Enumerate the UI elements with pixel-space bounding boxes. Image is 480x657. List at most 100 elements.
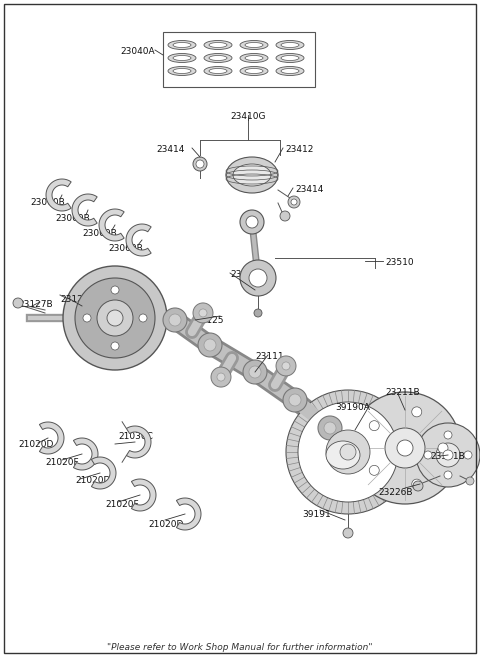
- Circle shape: [163, 308, 187, 332]
- Circle shape: [193, 157, 207, 171]
- Text: 21020F: 21020F: [45, 458, 79, 467]
- Text: 23414: 23414: [156, 145, 185, 154]
- Circle shape: [254, 309, 262, 317]
- Ellipse shape: [326, 441, 360, 469]
- Circle shape: [249, 269, 267, 287]
- Ellipse shape: [173, 55, 191, 60]
- Circle shape: [416, 423, 480, 487]
- Ellipse shape: [245, 55, 263, 60]
- Circle shape: [196, 160, 204, 168]
- Text: 23311B: 23311B: [430, 452, 465, 461]
- Polygon shape: [99, 209, 124, 241]
- Ellipse shape: [233, 164, 271, 186]
- Ellipse shape: [209, 55, 227, 60]
- Circle shape: [240, 210, 264, 234]
- Text: 23060B: 23060B: [55, 214, 90, 223]
- Ellipse shape: [240, 41, 268, 49]
- Ellipse shape: [281, 55, 299, 60]
- Polygon shape: [177, 498, 201, 530]
- Bar: [163, 32, 315, 87]
- Text: 23412: 23412: [285, 145, 313, 154]
- Circle shape: [276, 356, 296, 376]
- Circle shape: [75, 278, 155, 358]
- Circle shape: [397, 440, 413, 456]
- Circle shape: [438, 443, 448, 453]
- Text: 23060B: 23060B: [30, 198, 65, 207]
- Circle shape: [198, 333, 222, 357]
- Text: 23040A: 23040A: [120, 47, 155, 56]
- Ellipse shape: [226, 157, 278, 193]
- Circle shape: [412, 479, 422, 489]
- Text: 23226B: 23226B: [378, 488, 412, 497]
- Circle shape: [280, 211, 290, 221]
- Ellipse shape: [240, 66, 268, 76]
- Polygon shape: [73, 438, 98, 470]
- Text: 21020D: 21020D: [18, 440, 53, 449]
- Text: 39191: 39191: [302, 510, 331, 519]
- Circle shape: [107, 310, 123, 326]
- Ellipse shape: [276, 41, 304, 49]
- Circle shape: [326, 430, 370, 474]
- Ellipse shape: [209, 68, 227, 74]
- Polygon shape: [126, 224, 151, 256]
- Circle shape: [97, 300, 133, 336]
- Circle shape: [288, 196, 300, 208]
- Text: 21020D: 21020D: [148, 520, 183, 529]
- Circle shape: [349, 392, 461, 504]
- Ellipse shape: [173, 43, 191, 47]
- Text: 23125: 23125: [195, 316, 224, 325]
- Circle shape: [443, 450, 453, 460]
- Circle shape: [286, 390, 410, 514]
- Ellipse shape: [209, 43, 227, 47]
- Circle shape: [424, 451, 432, 459]
- Text: 23410G: 23410G: [230, 112, 266, 121]
- Ellipse shape: [168, 41, 196, 49]
- Ellipse shape: [168, 66, 196, 76]
- Circle shape: [217, 373, 225, 381]
- Circle shape: [211, 367, 231, 387]
- Ellipse shape: [204, 66, 232, 76]
- Circle shape: [243, 360, 267, 384]
- Text: "Please refer to Work Shop Manual for further information": "Please refer to Work Shop Manual for fu…: [107, 643, 373, 652]
- Polygon shape: [91, 457, 116, 489]
- Text: 23060B: 23060B: [108, 244, 143, 253]
- Polygon shape: [132, 479, 156, 511]
- Text: 21020D: 21020D: [75, 476, 110, 485]
- Text: 23111: 23111: [255, 352, 284, 361]
- Circle shape: [324, 422, 336, 434]
- Ellipse shape: [245, 43, 263, 47]
- Ellipse shape: [204, 53, 232, 62]
- Circle shape: [204, 339, 216, 351]
- Circle shape: [240, 260, 276, 296]
- Polygon shape: [46, 179, 71, 211]
- Circle shape: [139, 314, 147, 322]
- Circle shape: [343, 528, 353, 538]
- Circle shape: [436, 443, 460, 467]
- Text: 23124B: 23124B: [60, 295, 95, 304]
- Circle shape: [444, 471, 452, 479]
- Circle shape: [289, 394, 301, 406]
- Text: 39190A: 39190A: [335, 403, 370, 412]
- Circle shape: [249, 366, 261, 378]
- Circle shape: [13, 298, 23, 308]
- Circle shape: [340, 444, 356, 460]
- Circle shape: [111, 342, 119, 350]
- Polygon shape: [72, 194, 97, 226]
- Text: 23414: 23414: [295, 185, 324, 194]
- Circle shape: [199, 309, 207, 317]
- Circle shape: [444, 431, 452, 439]
- Circle shape: [291, 199, 297, 205]
- Circle shape: [464, 451, 472, 459]
- Text: 23127B: 23127B: [18, 300, 53, 309]
- Circle shape: [83, 314, 91, 322]
- Circle shape: [298, 402, 398, 502]
- Circle shape: [466, 477, 474, 485]
- Ellipse shape: [168, 53, 196, 62]
- Ellipse shape: [281, 68, 299, 74]
- Text: 21020F: 21020F: [105, 500, 139, 509]
- Text: 21030C: 21030C: [118, 432, 153, 441]
- Polygon shape: [39, 422, 64, 454]
- Circle shape: [413, 481, 423, 491]
- Circle shape: [385, 428, 425, 468]
- Ellipse shape: [276, 66, 304, 76]
